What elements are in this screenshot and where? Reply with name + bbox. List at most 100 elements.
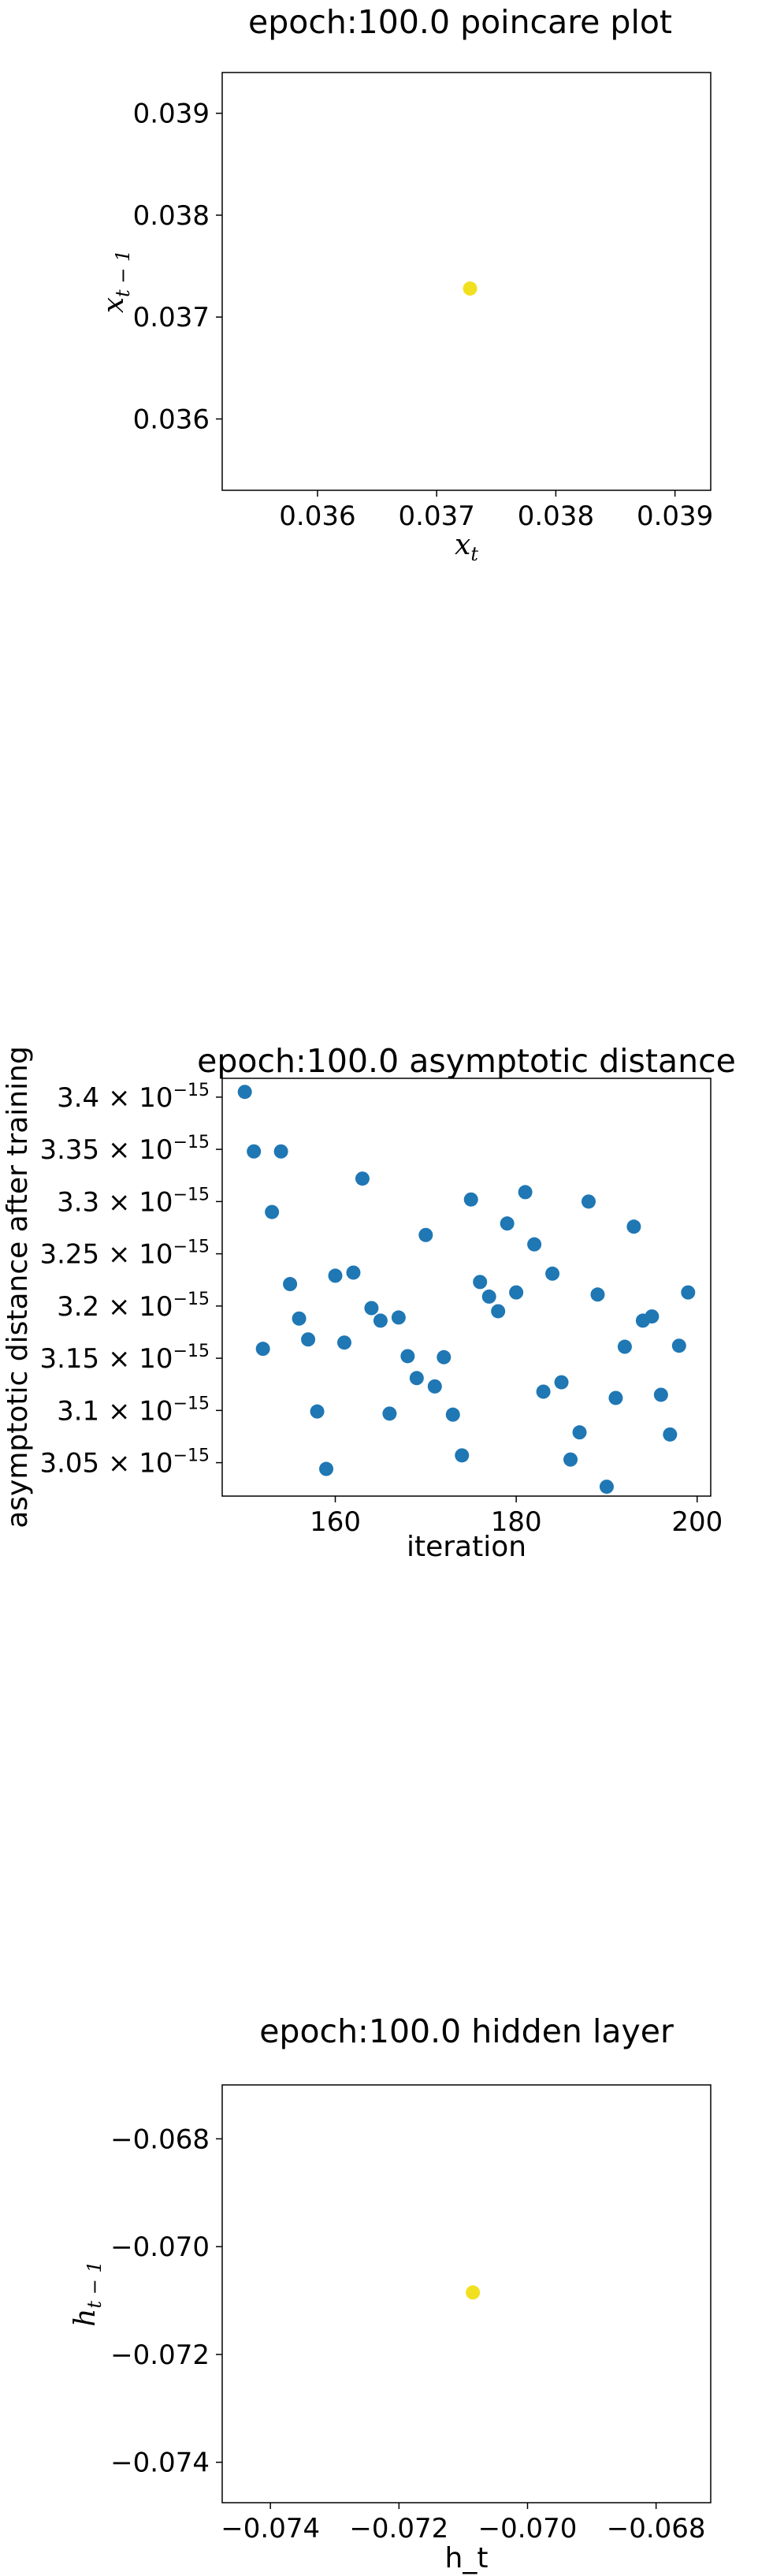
asymptotic-title: epoch:100.0 asymptotic distance	[197, 1042, 736, 1080]
asymptotic-point	[500, 1216, 515, 1231]
asymptotic-point	[563, 1452, 578, 1467]
poincare-y-tick-label: 0.036	[133, 404, 210, 436]
asymptotic-point	[373, 1313, 388, 1328]
asymptotic-y-tick-label: 3.4 × 10−15	[57, 1081, 210, 1114]
asymptotic-point	[310, 1404, 325, 1419]
asymptotic-point	[681, 1285, 696, 1300]
asymptotic-x-tick-label: 200	[671, 1506, 723, 1538]
asymptotic-point	[237, 1085, 252, 1100]
hidden-layer-x-ticks: −0.074 −0.072 −0.070 −0.068	[221, 2503, 706, 2544]
asymptotic-point	[608, 1390, 623, 1405]
asymptotic-chart: epoch:100.0 asymptotic distance 160 180 20…	[2, 1042, 736, 1563]
asymptotic-point	[382, 1406, 397, 1421]
hidden-layer-point	[466, 2285, 481, 2300]
asymptotic-point	[653, 1387, 668, 1402]
hidden-layer-x-axis-label: h_t	[445, 2542, 489, 2574]
poincare-y-tick-label: 0.039	[133, 99, 210, 130]
poincare-y-axis-label: xt − 1	[98, 250, 134, 314]
asymptotic-point	[247, 1144, 262, 1159]
poincare-x-tick-label: 0.036	[279, 501, 355, 532]
asymptotic-point	[463, 1192, 478, 1207]
hidden-layer-chart: epoch:100.0 hidden layer −0.074 −0.072 −0.…	[69, 2012, 712, 2574]
asymptotic-point	[590, 1287, 605, 1302]
asymptotic-y-tick-label: 3.1 × 10−15	[57, 1394, 210, 1427]
poincare-title: epoch:100.0 poincare plot	[248, 3, 672, 41]
asymptotic-point	[545, 1266, 560, 1281]
hidden-layer-y-tick-label: −0.074	[110, 2448, 210, 2479]
poincare-x-tick-label: 0.038	[518, 501, 594, 532]
asymptotic-y-tick-label: 3.05 × 10−15	[39, 1446, 210, 1480]
asymptotic-x-ticks: 160 180 200	[310, 1496, 723, 1538]
asymptotic-point	[663, 1427, 678, 1442]
asymptotic-plot-area	[221, 1078, 712, 1497]
hidden-layer-y-axis-label: ht − 1	[69, 2261, 106, 2326]
poincare-point	[463, 281, 477, 296]
asymptotic-point	[455, 1448, 470, 1463]
asymptotic-point	[265, 1204, 280, 1219]
asymptotic-point	[599, 1480, 614, 1495]
asymptotic-point	[481, 1289, 496, 1304]
asymptotic-point	[283, 1277, 298, 1292]
asymptotic-point	[273, 1144, 288, 1159]
asymptotic-y-tick-label: 3.15 × 10−15	[39, 1342, 210, 1375]
asymptotic-point	[346, 1265, 361, 1280]
asymptotic-y-tick-label: 3.35 × 10−15	[39, 1133, 210, 1166]
asymptotic-point	[491, 1304, 506, 1319]
asymptotic-point	[518, 1185, 533, 1200]
asymptotic-point	[626, 1219, 641, 1234]
asymptotic-point	[536, 1384, 551, 1399]
poincare-points	[463, 281, 477, 296]
asymptotic-point	[445, 1407, 460, 1422]
asymptotic-point	[400, 1349, 415, 1364]
asymptotic-y-tick-label: 3.25 × 10−15	[39, 1238, 210, 1271]
hidden-layer-y-tick-label: −0.070	[110, 2232, 210, 2263]
asymptotic-x-tick-label: 160	[310, 1506, 361, 1538]
asymptotic-point	[292, 1311, 307, 1326]
asymptotic-point	[427, 1379, 442, 1394]
poincare-chart: epoch:100.0 poincare plot 0.036 0.037 0.03…	[98, 3, 713, 565]
hidden-layer-y-tick-label: −0.068	[110, 2124, 210, 2155]
hidden-layer-x-tick-label: −0.072	[349, 2513, 448, 2544]
poincare-x-tick-label: 0.037	[399, 501, 475, 532]
asymptotic-point	[645, 1309, 660, 1324]
poincare-x-axis-label: xt	[455, 529, 478, 565]
asymptotic-y-axis-label: asymptotic distance after training	[2, 1046, 34, 1528]
asymptotic-point	[617, 1339, 632, 1354]
asymptotic-points	[237, 1085, 696, 1495]
hidden-layer-y-tick-label: −0.072	[110, 2340, 210, 2371]
hidden-layer-plot-area	[221, 2084, 712, 2503]
poincare-x-tick-label: 0.039	[637, 501, 713, 532]
asymptotic-point	[301, 1332, 316, 1347]
poincare-y-tick-label: 0.038	[133, 200, 210, 232]
asymptotic-point	[473, 1275, 488, 1290]
asymptotic-point	[509, 1285, 524, 1300]
asymptotic-point	[671, 1338, 686, 1353]
asymptotic-y-tick-label: 3.2 × 10−15	[57, 1290, 210, 1323]
asymptotic-point	[582, 1194, 596, 1209]
asymptotic-point	[319, 1461, 334, 1476]
hidden-layer-x-tick-label: −0.068	[607, 2513, 706, 2544]
asymptotic-point	[527, 1237, 542, 1252]
asymptotic-point	[437, 1349, 451, 1364]
asymptotic-x-tick-label: 180	[491, 1506, 542, 1538]
hidden-layer-points	[466, 2285, 481, 2300]
poincare-x-ticks: 0.036 0.037 0.038 0.039	[279, 490, 713, 532]
asymptotic-y-ticks: 3.05 × 10−15 3.1 × 10−15 3.15 × 10−15 3.2 ×…	[39, 1081, 222, 1480]
asymptotic-point	[337, 1335, 351, 1350]
asymptotic-x-axis-label: iteration	[407, 1531, 526, 1563]
poincare-plot-area	[221, 72, 712, 491]
asymptotic-point	[409, 1371, 424, 1386]
asymptotic-y-tick-label: 3.3 × 10−15	[57, 1185, 210, 1218]
hidden-layer-y-ticks: −0.074 −0.072 −0.070 −0.068	[110, 2124, 222, 2479]
hidden-layer-x-tick-label: −0.070	[478, 2513, 578, 2544]
poincare-y-ticks: 0.036 0.037 0.038 0.039	[133, 99, 222, 436]
asymptotic-point	[355, 1171, 370, 1186]
asymptotic-point	[328, 1268, 343, 1283]
asymptotic-point	[364, 1301, 379, 1316]
asymptotic-point	[554, 1375, 569, 1390]
poincare-y-tick-label: 0.037	[133, 302, 210, 333]
hidden-layer-x-tick-label: −0.074	[221, 2513, 320, 2544]
asymptotic-point	[572, 1425, 587, 1440]
hidden-layer-title: epoch:100.0 hidden layer	[259, 2012, 674, 2050]
